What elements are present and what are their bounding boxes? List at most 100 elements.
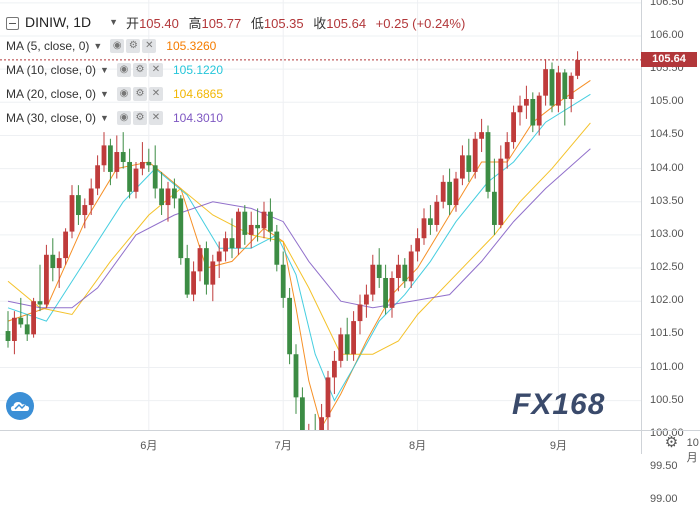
month-tick-label: 6月 — [140, 440, 158, 452]
indicator-row[interactable]: MA (20, close, 0) ▼ ◉ ⚙ ✕ 104.6865 — [6, 82, 465, 106]
indicator-row[interactable]: MA (5, close, 0) ▼ ◉ ⚙ ✕ 105.3260 — [6, 34, 465, 58]
candle-body — [69, 195, 75, 232]
candle-body — [498, 158, 504, 225]
settings-icon[interactable]: ⚙ — [132, 111, 147, 125]
close-icon[interactable]: ✕ — [148, 87, 163, 101]
candle-body — [530, 98, 536, 126]
price-axis[interactable]: 106.50 106.00 105.50 105.00 104.50 104.00 103.… — [641, 0, 700, 505]
candle-body — [95, 165, 100, 189]
close-icon[interactable]: ✕ — [142, 39, 157, 53]
candle-body — [421, 218, 427, 239]
price-tick-label: 104.50 — [650, 128, 684, 141]
candle-body — [242, 211, 248, 235]
indicator-row[interactable]: MA (10, close, 0) ▼ ◉ ⚙ ✕ 105.1220 — [6, 58, 465, 82]
month-tick-label: 8月 — [409, 440, 427, 452]
settings-icon[interactable]: ⚙ — [126, 39, 141, 53]
candle-body — [575, 59, 580, 76]
symbol-label[interactable]: DINIW, 1D — [25, 14, 92, 30]
price-tick-label: 105.00 — [650, 95, 684, 108]
candle-body — [191, 271, 196, 295]
candle-body — [50, 254, 56, 269]
candle-body — [165, 188, 171, 206]
candle-body — [261, 211, 267, 229]
chevron-down-icon[interactable]: ▼ — [93, 41, 103, 51]
candle-body — [319, 417, 324, 430]
candle-body — [5, 331, 11, 341]
candle-body — [364, 294, 369, 305]
indicator-label[interactable]: MA (20, close, 0) — [6, 87, 97, 101]
indicator-label[interactable]: MA (5, close, 0) — [6, 39, 90, 53]
open-value: 105.40 — [139, 15, 179, 31]
chevron-down-icon[interactable]: ▼ — [100, 89, 109, 99]
chart-legend: DINIW, 1D ▼ 开105.40 高105.77 低105.35 收105… — [6, 10, 465, 130]
collapse-legend-icon[interactable] — [6, 16, 19, 30]
candle-body — [383, 277, 388, 308]
indicator-list: MA (5, close, 0) ▼ ◉ ⚙ ✕ 105.3260 MA (10, clos… — [6, 34, 465, 130]
chevron-down-icon[interactable]: ▼ — [100, 65, 109, 75]
candle-body — [344, 334, 350, 355]
candle-body — [370, 264, 376, 295]
candle-body — [274, 231, 280, 265]
time-axis[interactable]: 6月 7月 8月 9月 10月 — [0, 430, 699, 464]
candle-body — [428, 218, 433, 225]
candle-body — [504, 142, 510, 159]
settings-icon[interactable]: ⚙ — [132, 87, 147, 101]
candle-body — [492, 191, 497, 225]
indicator-label[interactable]: MA (30, close, 0) — [6, 111, 97, 125]
indicator-row[interactable]: MA (30, close, 0) ▼ ◉ ⚙ ✕ 104.3010 — [6, 106, 465, 130]
month-tick-label: 7月 — [274, 440, 292, 452]
eye-icon[interactable]: ◉ — [116, 111, 131, 125]
gear-icon[interactable]: ⚙ — [641, 430, 700, 454]
candle-body — [204, 248, 209, 285]
candle-body — [31, 301, 36, 335]
indicator-value: 105.3260 — [166, 39, 217, 53]
ma-line — [7, 148, 591, 309]
indicator-label[interactable]: MA (10, close, 0) — [6, 63, 97, 77]
cloud-icon[interactable] — [6, 392, 34, 420]
close-value: 105.64 — [326, 15, 367, 31]
candle-body — [396, 264, 401, 278]
candle-body — [255, 224, 260, 229]
candle-body — [556, 72, 561, 106]
price-tick-label: 99.50 — [650, 459, 678, 472]
ma-line — [7, 79, 591, 429]
candle-body — [293, 354, 299, 398]
eye-icon[interactable]: ◉ — [116, 63, 131, 77]
eye-icon[interactable]: ◉ — [110, 39, 125, 53]
candle-body — [184, 258, 190, 295]
moving-average-lines — [7, 79, 591, 429]
candle-body — [12, 317, 17, 341]
candle-body — [114, 152, 120, 172]
price-tick-label: 102.00 — [650, 294, 684, 307]
candle-body — [447, 181, 452, 206]
candlesticks — [5, 51, 580, 430]
chevron-down-icon[interactable]: ▼ — [109, 17, 119, 27]
settings-icon[interactable]: ⚙ — [132, 63, 147, 77]
high-value: 105.77 — [201, 15, 242, 31]
candle-body — [511, 112, 516, 143]
candle-body — [568, 75, 574, 99]
candle-body — [351, 321, 356, 355]
candle-body — [108, 145, 113, 172]
price-tick-label: 99.00 — [650, 493, 678, 505]
close-icon[interactable]: ✕ — [148, 111, 163, 125]
candle-body — [216, 251, 222, 262]
candle-body — [536, 95, 542, 126]
eye-icon[interactable]: ◉ — [116, 87, 131, 101]
chevron-down-icon[interactable]: ▼ — [100, 113, 109, 123]
close-icon[interactable]: ✕ — [148, 63, 163, 77]
price-tick-label: 103.50 — [650, 194, 684, 207]
candle-body — [543, 69, 548, 96]
candle-body — [325, 377, 331, 418]
candle-body — [338, 334, 344, 361]
price-tick-label: 101.50 — [650, 327, 684, 340]
open-label: 开 — [126, 15, 140, 31]
candle-body — [56, 258, 62, 269]
candle-body — [159, 188, 164, 206]
candle-body — [127, 161, 132, 192]
candle-body — [268, 211, 273, 232]
ma-line — [7, 93, 591, 402]
price-chart[interactable] — [0, 0, 641, 430]
candle-body — [44, 254, 49, 305]
price-tick-label: 101.00 — [650, 360, 684, 373]
